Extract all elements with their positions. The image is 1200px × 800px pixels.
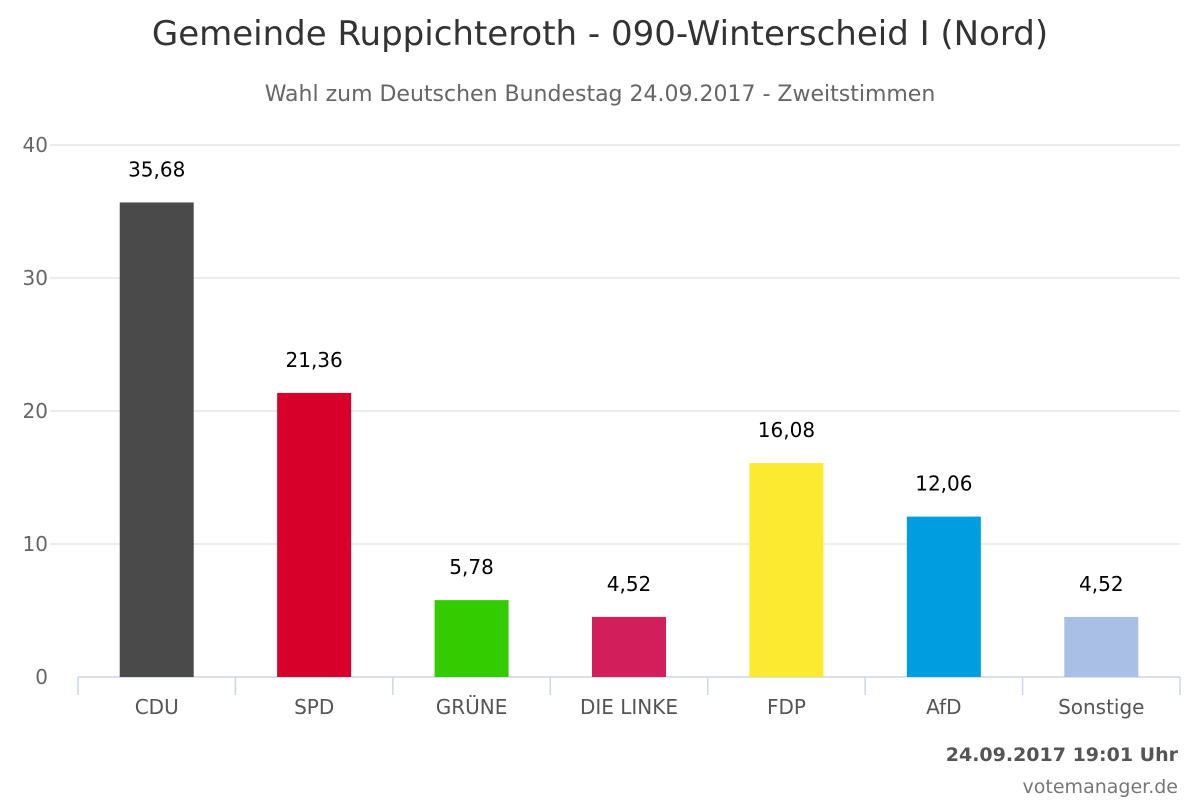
y-tick-label: 30 bbox=[23, 266, 48, 290]
data-label: 4,52 bbox=[607, 572, 652, 596]
chart-subtitle: Wahl zum Deutschen Bundestag 24.09.2017 … bbox=[264, 82, 936, 107]
x-tick-label: Sonstige bbox=[1058, 695, 1144, 719]
y-tick-label: 20 bbox=[23, 399, 48, 423]
bar-fdp[interactable] bbox=[749, 463, 824, 677]
bar-sonstige[interactable] bbox=[1064, 616, 1139, 677]
data-label: 21,36 bbox=[286, 348, 343, 372]
x-tick-label: SPD bbox=[294, 695, 334, 719]
data-label: 4,52 bbox=[1079, 572, 1124, 596]
data-label: 35,68 bbox=[128, 157, 185, 181]
y-tick-label: 0 bbox=[35, 665, 48, 689]
x-tick-label: GRÜNE bbox=[436, 695, 508, 719]
x-tick-label: CDU bbox=[135, 695, 179, 719]
bar-afd[interactable] bbox=[906, 516, 981, 677]
bar-die-linke[interactable] bbox=[592, 616, 666, 677]
bar-gr-ne[interactable] bbox=[434, 600, 509, 677]
bar-cdu[interactable] bbox=[119, 202, 194, 677]
chart-title: Gemeinde Ruppichteroth - 090-Winterschei… bbox=[151, 14, 1049, 54]
bar-spd[interactable] bbox=[277, 392, 352, 677]
data-label: 12,06 bbox=[915, 472, 972, 496]
data-label: 16,08 bbox=[758, 418, 815, 442]
data-label: 5,78 bbox=[449, 555, 494, 579]
x-tick-label: FDP bbox=[767, 695, 806, 719]
timestamp: 24.09.2017 19:01 Uhr bbox=[945, 744, 1178, 766]
x-tick-label: DIE LINKE bbox=[580, 695, 678, 719]
credits-link[interactable]: votemanager.de bbox=[1022, 776, 1178, 798]
x-tick-label: AfD bbox=[926, 695, 961, 719]
y-tick-label: 10 bbox=[23, 532, 48, 556]
y-tick-label: 40 bbox=[23, 133, 48, 157]
